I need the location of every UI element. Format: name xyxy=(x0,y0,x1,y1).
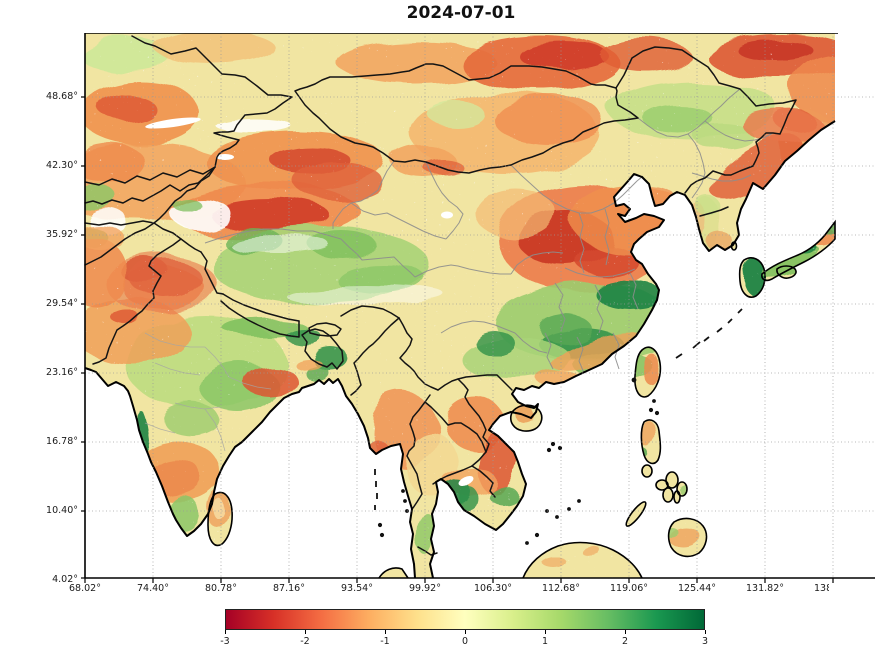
x-tick-label: 106.30° xyxy=(474,583,512,594)
x-axis-labels: 68.02° 74.40° 80.78° 87.16° 93.54° 99.92… xyxy=(0,583,829,598)
colorbar-tick xyxy=(705,630,706,634)
x-tick-label: 74.40° xyxy=(137,583,169,594)
gridlines xyxy=(85,33,875,578)
colorbar-tick-label: 3 xyxy=(701,636,709,647)
island-outlines xyxy=(207,219,836,579)
y-tick-label: 35.92° xyxy=(46,229,78,240)
x-tick-label: 112.68° xyxy=(542,583,580,594)
axes-frame xyxy=(84,33,875,579)
colorbar-tick-label: -3 xyxy=(220,636,230,647)
y-tick-label: 16.78° xyxy=(46,436,78,447)
colorbar xyxy=(225,609,705,630)
sumatra-island xyxy=(378,567,409,579)
x-tick-label: 80.78° xyxy=(205,583,237,594)
colorbar-tick xyxy=(465,630,466,634)
coastline xyxy=(84,120,836,579)
x-tick-label: 138.20° xyxy=(814,583,829,594)
colorbar-tick-label: -2 xyxy=(300,636,310,647)
y-tick-label: 48.68° xyxy=(46,91,78,102)
y-tick-label: 42.30° xyxy=(46,160,78,171)
borneo-island xyxy=(522,541,643,579)
country-borders xyxy=(84,35,797,556)
colorbar-tick-label: 1 xyxy=(541,636,549,647)
tick-marks xyxy=(81,96,834,583)
colorbar-tick-label: 2 xyxy=(621,636,629,647)
colorbar-tick xyxy=(625,630,626,634)
colorbar-tick xyxy=(385,630,386,634)
plot-title: 2024-07-01 xyxy=(406,3,516,23)
x-tick-label: 131.82° xyxy=(746,583,784,594)
sri-lanka-island xyxy=(207,491,233,547)
x-tick-label: 99.92° xyxy=(409,583,441,594)
x-tick-label: 119.06° xyxy=(610,583,648,594)
colorbar-tick xyxy=(545,630,546,634)
colorbar-gradient xyxy=(225,609,705,630)
anomaly-raster xyxy=(85,33,835,578)
x-tick-label: 125.44° xyxy=(678,583,716,594)
colorbar-tick-label: 0 xyxy=(461,636,469,647)
colorbar-tick-label: -1 xyxy=(380,636,390,647)
islet-marks xyxy=(374,308,743,545)
hainan-island xyxy=(509,404,543,432)
colorbar-tick xyxy=(305,630,306,634)
y-tick-label: 29.54° xyxy=(46,298,78,309)
taiwan-island xyxy=(634,346,662,398)
x-tick-label: 93.54° xyxy=(341,583,373,594)
x-tick-label: 87.16° xyxy=(273,583,305,594)
mindanao-island xyxy=(667,517,708,558)
colorbar-tick xyxy=(225,630,226,634)
y-tick-label: 4.02° xyxy=(52,574,78,585)
province-borders xyxy=(204,88,774,374)
kyushu-island xyxy=(738,257,766,298)
asia-anomaly-map xyxy=(81,33,875,583)
honshu-island xyxy=(761,219,836,282)
india-state-borders xyxy=(144,332,272,452)
y-tick-label: 23.16° xyxy=(46,367,78,378)
lakes xyxy=(145,117,474,486)
shikoku-island xyxy=(776,265,797,279)
x-tick-label: 68.02° xyxy=(69,583,101,594)
y-tick-label: 10.40° xyxy=(46,505,78,516)
luzon-island xyxy=(640,419,662,465)
